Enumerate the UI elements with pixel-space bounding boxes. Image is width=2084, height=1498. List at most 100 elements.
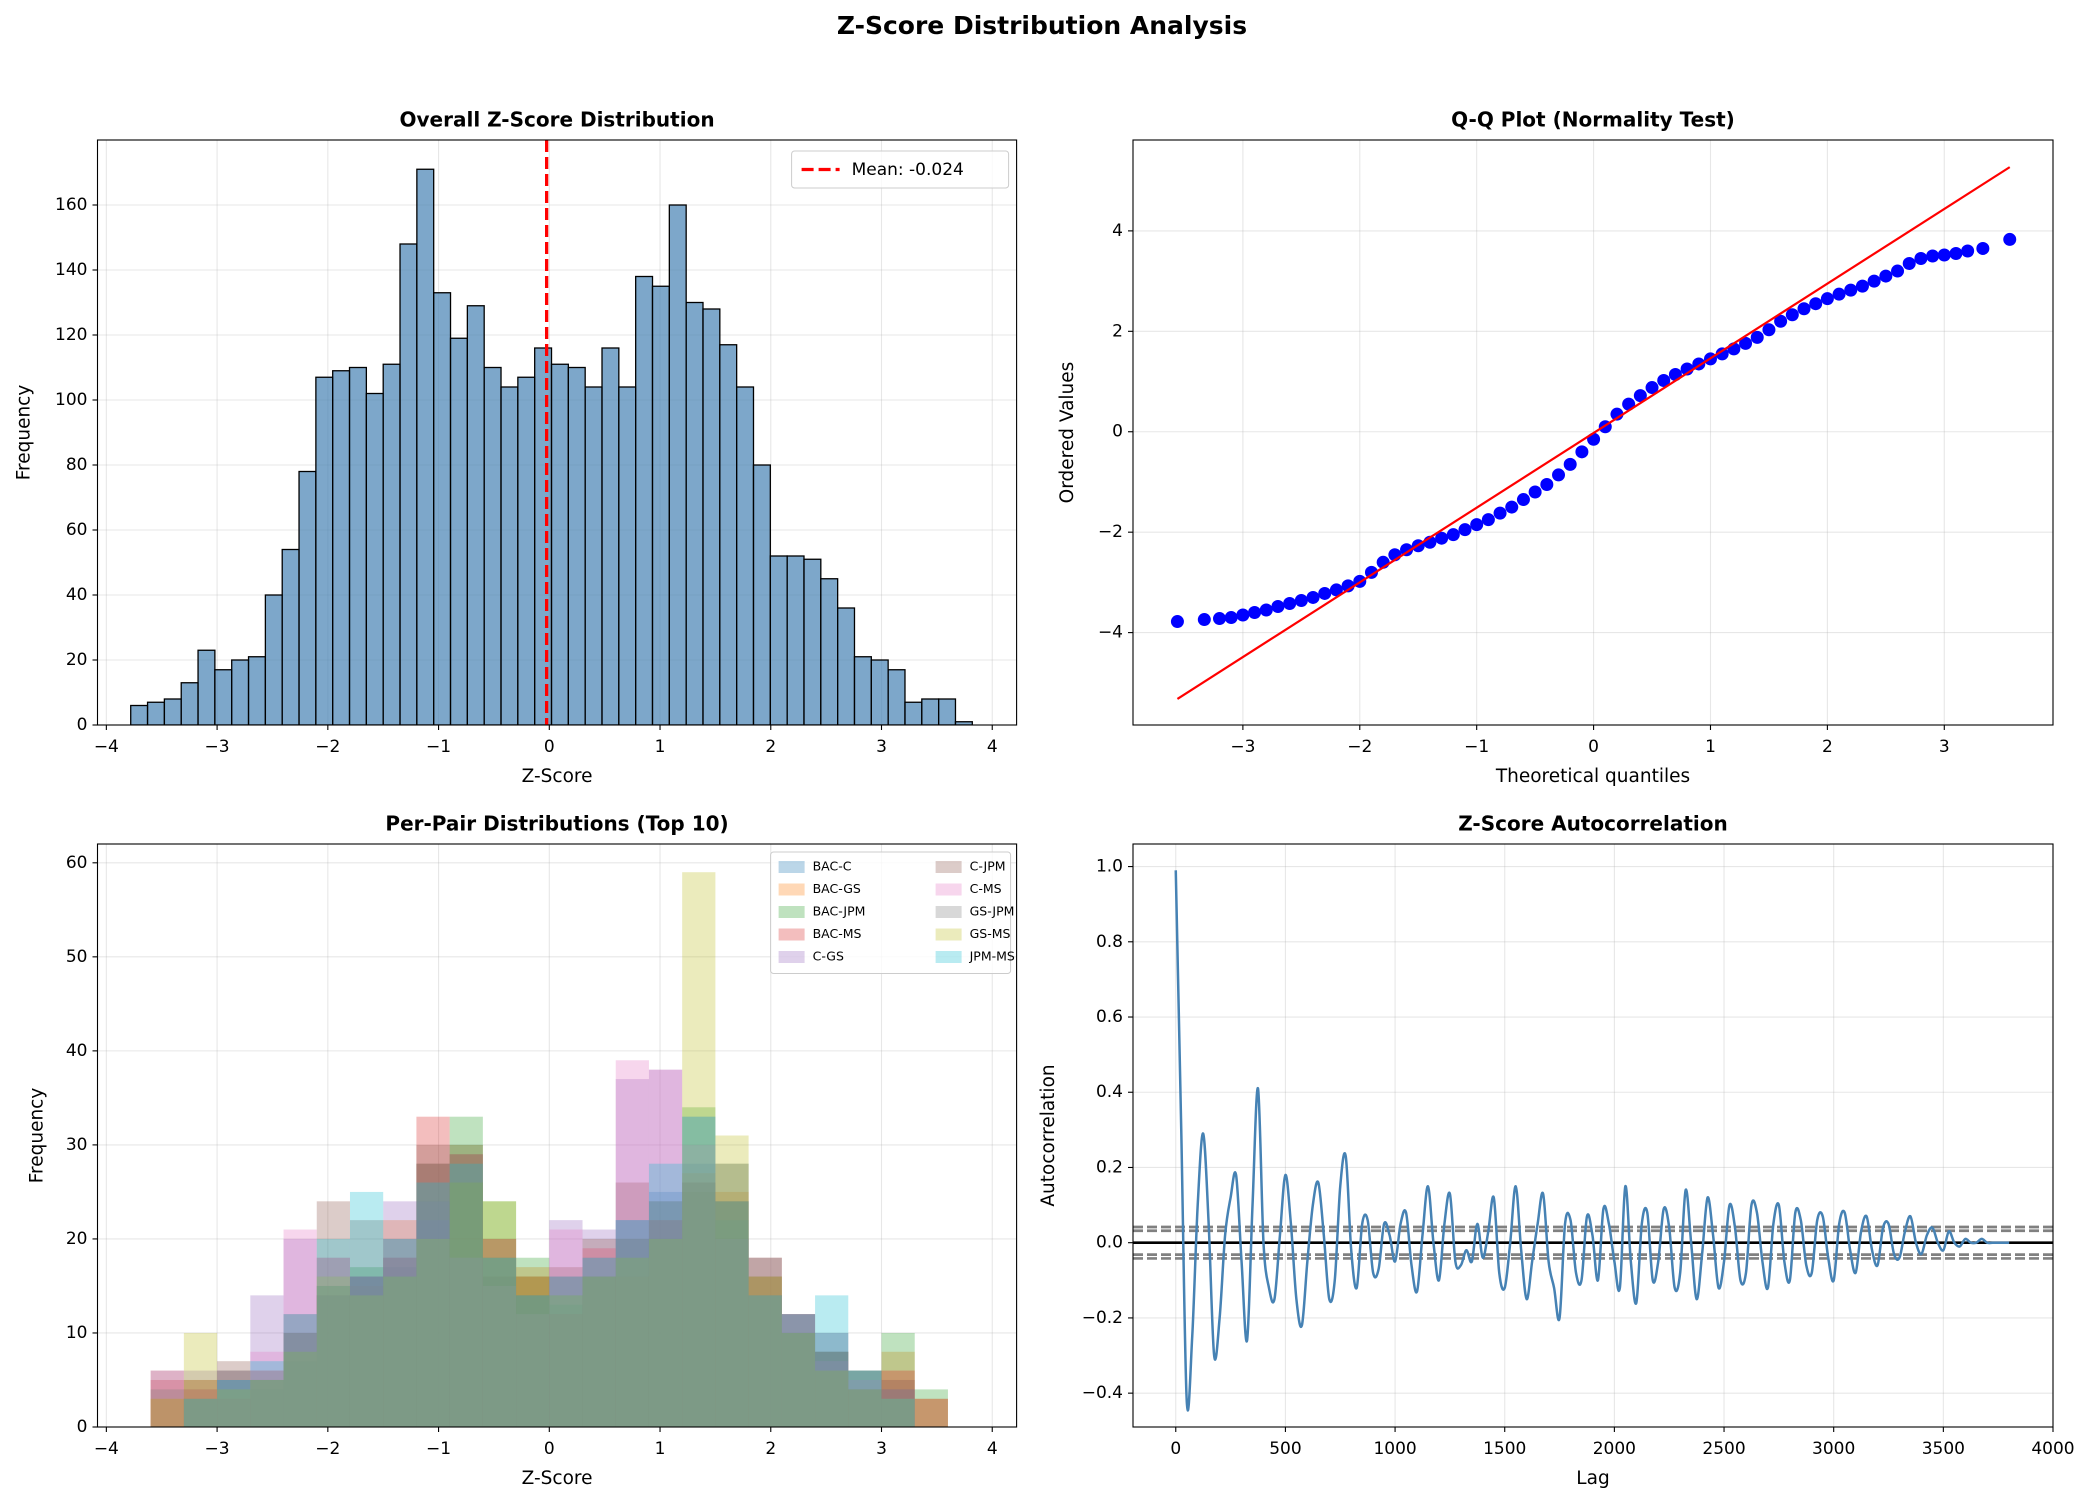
bar: [316, 1295, 350, 1427]
bar: [316, 1257, 350, 1427]
x-tick-label: −3: [205, 737, 230, 757]
bar: [848, 1379, 882, 1427]
bar: [150, 1398, 184, 1427]
point: [1493, 506, 1507, 520]
y-tick-label: 4: [1112, 221, 1123, 241]
bar: [217, 1379, 251, 1427]
bar: [516, 1267, 550, 1427]
bar: [516, 1314, 550, 1427]
point: [1867, 274, 1881, 288]
bar: [482, 1257, 517, 1427]
bar: [719, 344, 738, 725]
bar: [163, 698, 182, 725]
bar: [685, 301, 704, 725]
bar: [715, 1201, 749, 1427]
bar: [682, 1116, 716, 1427]
bar: [582, 1257, 616, 1427]
bar: [881, 1398, 915, 1427]
bar: [815, 1370, 849, 1427]
bar: [231, 659, 250, 725]
bar: [217, 1398, 251, 1427]
bar: [482, 1201, 517, 1427]
bar: [449, 1154, 483, 1427]
x-tick-label: 3000: [1812, 1439, 1855, 1459]
subplot: 0 500 1000 1500 2000 2500 3000 3500 4000 −0.4 −0.2…: [1038, 812, 2075, 1490]
point: [1879, 269, 1893, 283]
bar: [247, 656, 267, 725]
bar: [582, 1238, 616, 1427]
bar: [180, 682, 199, 725]
bar: [416, 1163, 450, 1427]
x-tick-label: 2: [765, 1439, 776, 1459]
x-tick-label: −3: [205, 1439, 230, 1459]
legend-swatch: [935, 951, 962, 963]
bar: [618, 386, 637, 725]
bar: [383, 1257, 417, 1427]
legend-label: GS-JPM: [970, 904, 1015, 919]
bar: [682, 1107, 716, 1427]
x-tick-label: 2: [1822, 737, 1833, 757]
bar: [549, 1295, 583, 1427]
bar: [781, 1314, 816, 1427]
plot-area: [1170, 166, 2017, 700]
bar: [715, 1135, 749, 1427]
bar: [416, 1144, 450, 1427]
point: [1318, 586, 1332, 600]
bar: [781, 1332, 816, 1427]
x-tick-label: 0: [1170, 1439, 1181, 1459]
y-tick-label: −0.2: [1082, 1308, 1123, 1328]
point: [1197, 613, 1211, 627]
bar: [183, 1332, 218, 1427]
bar: [250, 1379, 284, 1427]
subplot: −4 −3 −2 −1 0 1 2 3 4020406080100120140160Mean: …: [14, 108, 1018, 787]
bar: [682, 1191, 716, 1427]
bar: [482, 1276, 517, 1427]
x-tick-label: 1: [655, 737, 666, 757]
bar: [550, 363, 569, 725]
plot-area: [1133, 870, 2053, 1412]
bar: [183, 1379, 218, 1427]
bar: [383, 1257, 417, 1427]
x-tick-label: 1: [655, 1439, 666, 1459]
bar: [781, 1314, 816, 1427]
bar: [383, 1201, 417, 1427]
bar: [584, 386, 603, 725]
point: [1739, 336, 1753, 350]
point: [1435, 531, 1449, 545]
bar: [250, 1370, 284, 1427]
y-tick-label: 30: [66, 1135, 88, 1155]
point: [2003, 232, 2017, 246]
point: [1236, 608, 1250, 622]
bar: [500, 386, 519, 725]
legend-label: GS-MS: [970, 926, 1011, 941]
point: [1832, 287, 1846, 301]
bar: [449, 1144, 483, 1427]
x-tick-label: 4000: [2031, 1439, 2074, 1459]
point: [1809, 297, 1823, 311]
bar: [416, 1163, 450, 1427]
y-tick-label: 100: [55, 390, 87, 410]
point: [1458, 523, 1472, 537]
bar: [433, 292, 452, 725]
bar: [682, 1144, 716, 1427]
legend-label: C-GS: [813, 949, 844, 964]
bar: [250, 1361, 284, 1427]
x-axis-label: Lag: [1576, 1468, 1609, 1489]
y-tick-label: 20: [66, 650, 88, 670]
bar: [146, 701, 166, 725]
bar: [382, 363, 401, 725]
point: [1797, 302, 1811, 316]
bar: [715, 1191, 749, 1427]
bar: [748, 1257, 782, 1427]
bar: [815, 1351, 849, 1427]
y-tick-label: 0.2: [1096, 1157, 1123, 1177]
bar: [416, 1220, 450, 1427]
bar: [715, 1238, 749, 1427]
point: [1540, 477, 1554, 491]
bar: [748, 1295, 782, 1427]
bar: [516, 1276, 550, 1427]
bar: [349, 1285, 384, 1427]
bar: [881, 1398, 915, 1427]
bar: [383, 1238, 417, 1427]
